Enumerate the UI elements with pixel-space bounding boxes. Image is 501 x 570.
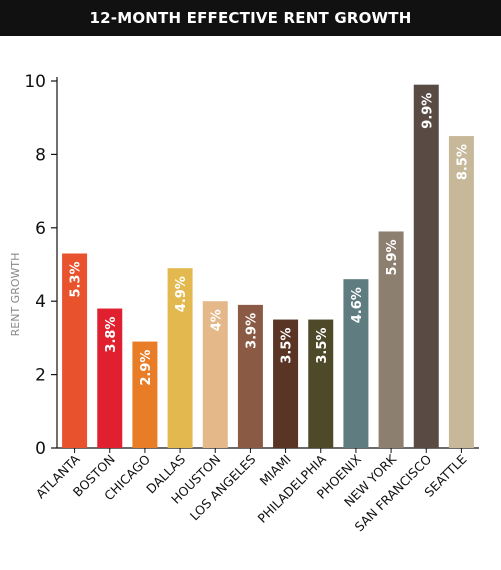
y-tick-label: 4 [35, 292, 46, 312]
bar-san-francisco [413, 84, 439, 449]
bar-los-angeles [237, 304, 263, 448]
y-tick-label: 6 [35, 219, 46, 239]
y-tick-label: 10 [24, 72, 46, 92]
y-axis-label: RENT GROWTH [9, 253, 22, 337]
bar-new-york [378, 231, 404, 448]
bar-value-label: 3.9% [244, 313, 259, 349]
bar-value-label: 5.3% [69, 261, 84, 297]
bar-value-label: 9.9% [420, 93, 435, 129]
bar-phoenix [343, 279, 369, 448]
chart-axes: 0 2 4 6 8 10 [24, 72, 479, 459]
bar-atlanta [62, 253, 88, 448]
bar-value-label: 4% [209, 309, 224, 331]
bar-value-label: 2.9% [139, 350, 154, 386]
bar-value-label: 4.9% [174, 276, 189, 312]
bar-philadelphia [308, 319, 334, 448]
bar-value-label: 8.5% [455, 144, 470, 180]
bar-seattle [448, 136, 474, 449]
y-tick-label: 8 [35, 145, 46, 165]
y-tick-label: 2 [35, 366, 46, 386]
bar-chicago [132, 341, 158, 448]
chart-bars [62, 84, 474, 449]
bar-miami [273, 319, 299, 448]
bar-value-label: 3.5% [315, 328, 330, 364]
y-tick-label: 0 [35, 439, 46, 459]
bar-dallas [167, 268, 193, 448]
bar-value-label: 5.9% [385, 239, 400, 275]
bar-boston [97, 308, 123, 448]
chart-title: 12-MONTH EFFECTIVE RENT GROWTH [0, 0, 501, 36]
bar-houston [202, 301, 228, 448]
bar-value-label: 3.8% [104, 317, 119, 353]
bar-value-label: 4.6% [350, 287, 365, 323]
bar-value-label: 3.5% [280, 328, 295, 364]
